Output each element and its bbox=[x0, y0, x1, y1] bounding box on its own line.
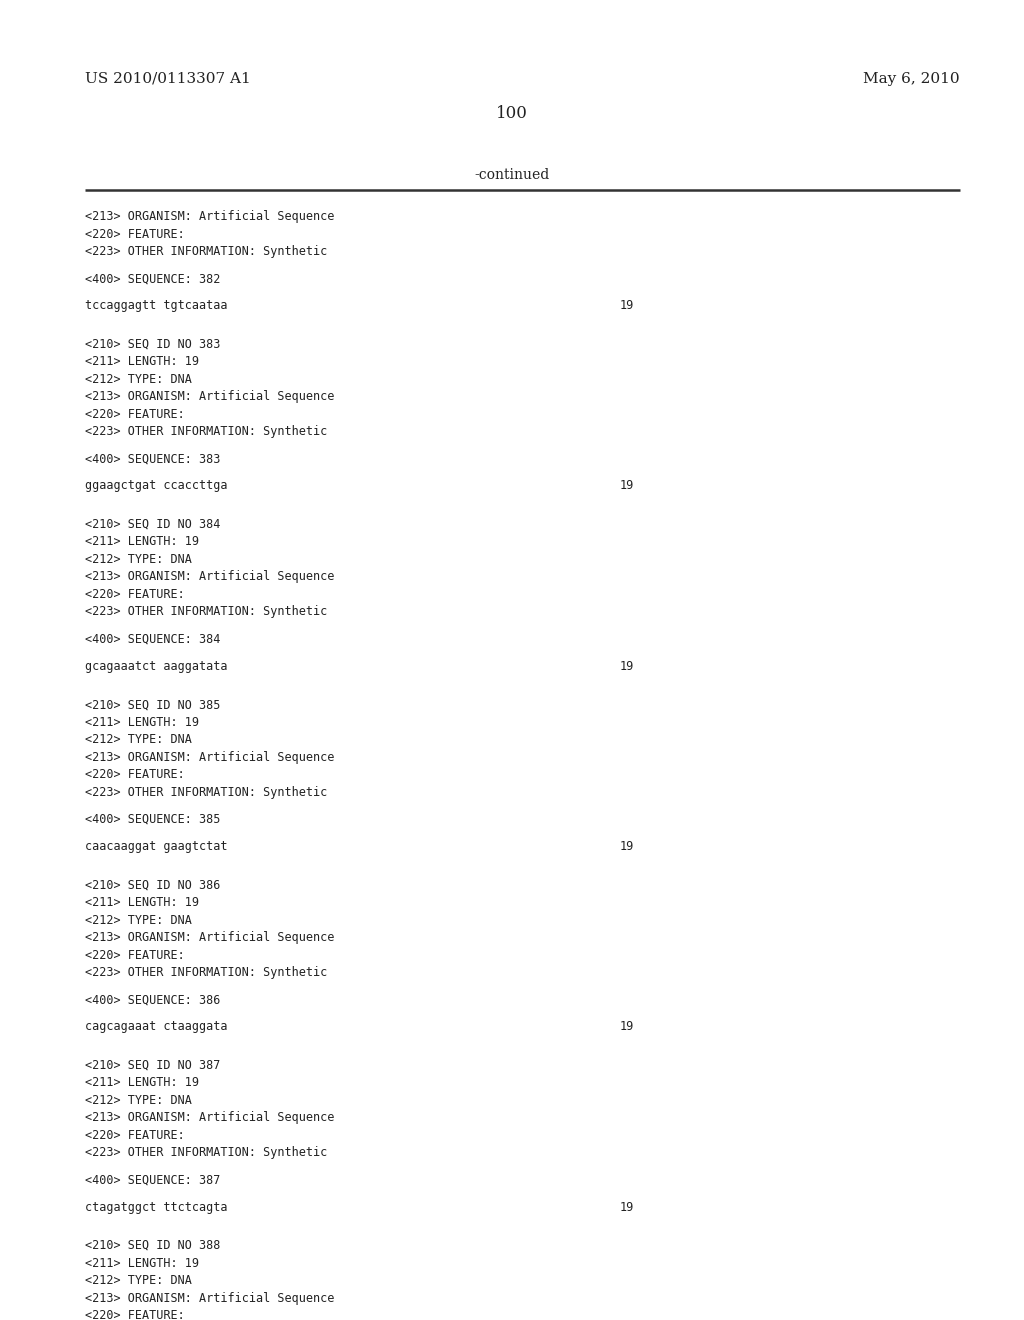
Text: <211> LENGTH: 19: <211> LENGTH: 19 bbox=[85, 536, 199, 549]
Text: <400> SEQUENCE: 382: <400> SEQUENCE: 382 bbox=[85, 272, 220, 285]
Text: <212> TYPE: DNA: <212> TYPE: DNA bbox=[85, 913, 191, 927]
Text: <210> SEQ ID NO 386: <210> SEQ ID NO 386 bbox=[85, 879, 220, 891]
Text: <212> TYPE: DNA: <212> TYPE: DNA bbox=[85, 1094, 191, 1106]
Text: 19: 19 bbox=[620, 479, 634, 492]
Text: <210> SEQ ID NO 383: <210> SEQ ID NO 383 bbox=[85, 338, 220, 351]
Text: <210> SEQ ID NO 388: <210> SEQ ID NO 388 bbox=[85, 1239, 220, 1251]
Text: ctagatggct ttctcagta: ctagatggct ttctcagta bbox=[85, 1200, 227, 1213]
Text: <212> TYPE: DNA: <212> TYPE: DNA bbox=[85, 372, 191, 385]
Text: <212> TYPE: DNA: <212> TYPE: DNA bbox=[85, 553, 191, 566]
Text: <213> ORGANISM: Artificial Sequence: <213> ORGANISM: Artificial Sequence bbox=[85, 570, 335, 583]
Text: <220> FEATURE:: <220> FEATURE: bbox=[85, 949, 184, 961]
Text: 19: 19 bbox=[620, 840, 634, 853]
Text: <220> FEATURE:: <220> FEATURE: bbox=[85, 768, 184, 781]
Text: 19: 19 bbox=[620, 660, 634, 673]
Text: US 2010/0113307 A1: US 2010/0113307 A1 bbox=[85, 73, 251, 86]
Text: ggaagctgat ccaccttga: ggaagctgat ccaccttga bbox=[85, 479, 227, 492]
Text: <400> SEQUENCE: 383: <400> SEQUENCE: 383 bbox=[85, 453, 220, 466]
Text: <223> OTHER INFORMATION: Synthetic: <223> OTHER INFORMATION: Synthetic bbox=[85, 785, 328, 799]
Text: <212> TYPE: DNA: <212> TYPE: DNA bbox=[85, 733, 191, 746]
Text: 19: 19 bbox=[620, 1020, 634, 1034]
Text: <213> ORGANISM: Artificial Sequence: <213> ORGANISM: Artificial Sequence bbox=[85, 1111, 335, 1125]
Text: <211> LENGTH: 19: <211> LENGTH: 19 bbox=[85, 1076, 199, 1089]
Text: <220> FEATURE:: <220> FEATURE: bbox=[85, 1129, 184, 1142]
Text: <400> SEQUENCE: 386: <400> SEQUENCE: 386 bbox=[85, 993, 220, 1006]
Text: <213> ORGANISM: Artificial Sequence: <213> ORGANISM: Artificial Sequence bbox=[85, 210, 335, 223]
Text: <211> LENGTH: 19: <211> LENGTH: 19 bbox=[85, 1257, 199, 1270]
Text: <400> SEQUENCE: 384: <400> SEQUENCE: 384 bbox=[85, 632, 220, 645]
Text: <212> TYPE: DNA: <212> TYPE: DNA bbox=[85, 1274, 191, 1287]
Text: cagcagaaat ctaaggata: cagcagaaat ctaaggata bbox=[85, 1020, 227, 1034]
Text: <213> ORGANISM: Artificial Sequence: <213> ORGANISM: Artificial Sequence bbox=[85, 1291, 335, 1304]
Text: 19: 19 bbox=[620, 300, 634, 313]
Text: <220> FEATURE:: <220> FEATURE: bbox=[85, 227, 184, 240]
Text: -continued: -continued bbox=[474, 168, 550, 182]
Text: <223> OTHER INFORMATION: Synthetic: <223> OTHER INFORMATION: Synthetic bbox=[85, 606, 328, 619]
Text: 19: 19 bbox=[620, 1200, 634, 1213]
Text: <210> SEQ ID NO 385: <210> SEQ ID NO 385 bbox=[85, 698, 220, 711]
Text: May 6, 2010: May 6, 2010 bbox=[863, 73, 961, 86]
Text: <220> FEATURE:: <220> FEATURE: bbox=[85, 587, 184, 601]
Text: caacaaggat gaagtctat: caacaaggat gaagtctat bbox=[85, 840, 227, 853]
Text: <223> OTHER INFORMATION: Synthetic: <223> OTHER INFORMATION: Synthetic bbox=[85, 1146, 328, 1159]
Text: <210> SEQ ID NO 384: <210> SEQ ID NO 384 bbox=[85, 517, 220, 531]
Text: <223> OTHER INFORMATION: Synthetic: <223> OTHER INFORMATION: Synthetic bbox=[85, 246, 328, 257]
Text: <223> OTHER INFORMATION: Synthetic: <223> OTHER INFORMATION: Synthetic bbox=[85, 966, 328, 979]
Text: <400> SEQUENCE: 387: <400> SEQUENCE: 387 bbox=[85, 1173, 220, 1187]
Text: <213> ORGANISM: Artificial Sequence: <213> ORGANISM: Artificial Sequence bbox=[85, 931, 335, 944]
Text: <223> OTHER INFORMATION: Synthetic: <223> OTHER INFORMATION: Synthetic bbox=[85, 425, 328, 438]
Text: gcagaaatct aaggatata: gcagaaatct aaggatata bbox=[85, 660, 227, 673]
Text: <211> LENGTH: 19: <211> LENGTH: 19 bbox=[85, 896, 199, 909]
Text: <400> SEQUENCE: 385: <400> SEQUENCE: 385 bbox=[85, 813, 220, 826]
Text: <220> FEATURE:: <220> FEATURE: bbox=[85, 408, 184, 421]
Text: <213> ORGANISM: Artificial Sequence: <213> ORGANISM: Artificial Sequence bbox=[85, 751, 335, 764]
Text: <211> LENGTH: 19: <211> LENGTH: 19 bbox=[85, 715, 199, 729]
Text: 100: 100 bbox=[496, 106, 528, 121]
Text: <211> LENGTH: 19: <211> LENGTH: 19 bbox=[85, 355, 199, 368]
Text: tccaggagtt tgtcaataa: tccaggagtt tgtcaataa bbox=[85, 300, 227, 313]
Text: <210> SEQ ID NO 387: <210> SEQ ID NO 387 bbox=[85, 1059, 220, 1072]
Text: <213> ORGANISM: Artificial Sequence: <213> ORGANISM: Artificial Sequence bbox=[85, 391, 335, 403]
Text: <220> FEATURE:: <220> FEATURE: bbox=[85, 1309, 184, 1320]
